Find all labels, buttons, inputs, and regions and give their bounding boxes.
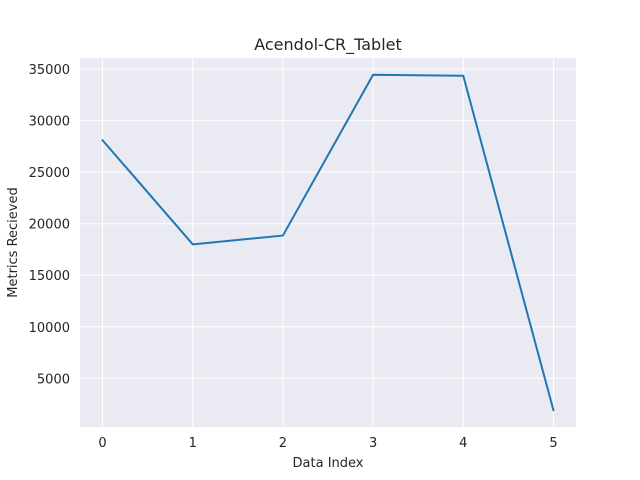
x-tick-label: 3 xyxy=(369,436,377,451)
x-tick-label: 0 xyxy=(98,436,106,451)
y-tick-label: 20000 xyxy=(29,218,70,233)
grid xyxy=(80,58,576,427)
y-tick-label: 10000 xyxy=(29,321,70,336)
x-axis-label: Data Index xyxy=(293,456,364,471)
y-tick-label: 35000 xyxy=(29,63,70,78)
series-layer xyxy=(101,73,555,412)
y-axis-label: Metrics Recieved xyxy=(6,187,21,297)
chart-title: Acendol-CR_Tablet xyxy=(254,35,402,55)
plot-area xyxy=(80,58,576,427)
y-tick-label: 25000 xyxy=(29,166,70,181)
x-tick-label: 2 xyxy=(279,436,287,451)
x-tick-label: 1 xyxy=(189,436,197,451)
series-line xyxy=(101,73,555,412)
y-axis-ticks: 5000 10000 15000 20000 25000 30000 35000 xyxy=(29,63,70,387)
y-tick-label: 15000 xyxy=(29,269,70,284)
x-tick-label: 4 xyxy=(459,436,467,451)
x-tick-label: 5 xyxy=(549,436,557,451)
x-axis-ticks: 0 1 2 3 4 5 xyxy=(98,436,557,451)
y-tick-label: 30000 xyxy=(29,115,70,130)
y-tick-label: 5000 xyxy=(37,372,70,387)
